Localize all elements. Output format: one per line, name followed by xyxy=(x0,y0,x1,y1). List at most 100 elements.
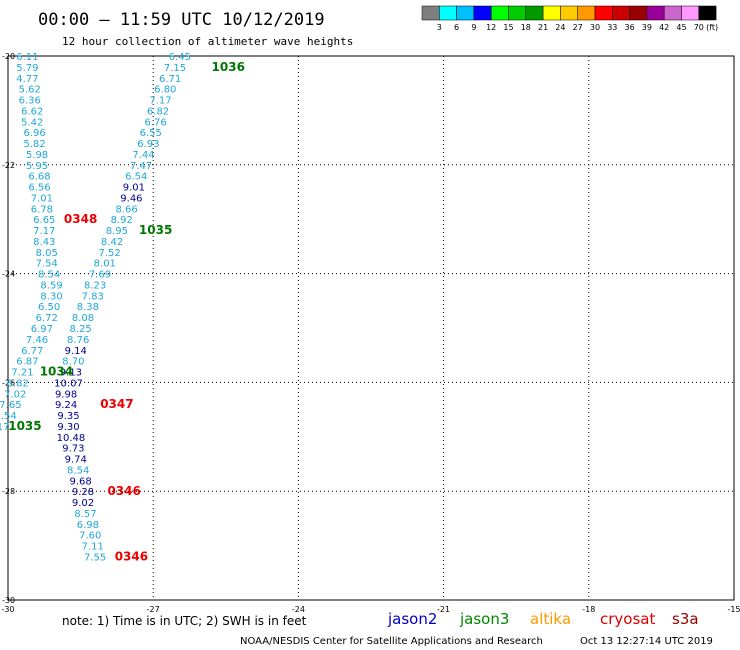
wave-height-value: 7.15 xyxy=(164,63,186,74)
wave-height-value: 6.56 xyxy=(28,183,50,194)
satellite-legend: jason2 jason3 altika cryosat s3a xyxy=(387,610,699,628)
pass-time-labels: 1036 0348 1035 1034 0347 1035 0346 0346 xyxy=(8,60,245,564)
colorbar-label: 24 xyxy=(555,23,565,32)
satellite-legend-item: altika xyxy=(530,610,571,628)
wave-height-value: 6.11 xyxy=(16,52,38,63)
colorbar-label: 21 xyxy=(538,23,548,32)
wave-height-value: 6.36 xyxy=(19,96,41,107)
wave-height-value: 8.01 xyxy=(94,259,116,270)
wave-height-value: 8.54 xyxy=(38,270,60,281)
wave-height-value: 9.74 xyxy=(65,455,87,466)
wave-height-value: 8.43 xyxy=(33,237,55,248)
colorbar-swatch xyxy=(525,5,544,21)
y-tick-label: -30 xyxy=(2,596,15,605)
wave-height-value: 7.52 xyxy=(99,248,121,259)
wave-height-value: 7.83 xyxy=(82,291,104,302)
colorbar-unit: (ft) xyxy=(706,23,718,32)
plot-area: -30 -27 -24 -21 -18 -15 -20 -22 -24 -26 -28 -30 6.… xyxy=(0,52,740,614)
wave-height-value: 6.65 xyxy=(33,215,55,226)
wave-height-value: 9.01 xyxy=(123,183,145,194)
pass-time-label: 1035 xyxy=(139,223,172,237)
colorbar-legend: 3 6 9 12 15 18 21 24 27 30 33 36 39 42 45 70 (ft) xyxy=(421,5,718,32)
wave-height-value: 6.68 xyxy=(28,172,50,183)
x-axis-ticks: -30 -27 -24 -21 -18 -15 xyxy=(1,605,740,614)
y-tick-label: -24 xyxy=(2,270,15,279)
wave-height-value: 5.62 xyxy=(19,85,41,96)
wave-height-value: 8.42 xyxy=(101,237,123,248)
colorbar-label: 36 xyxy=(625,23,635,32)
wave-height-value: 7.60 xyxy=(79,531,101,542)
wave-height-value: 9.02 xyxy=(72,498,94,509)
wave-height-value: 7.01 xyxy=(31,193,53,204)
y-tick-label: -20 xyxy=(2,52,15,61)
wave-height-value: 9.13 xyxy=(60,368,82,379)
colorbar-label: 27 xyxy=(573,23,583,32)
y-tick-label: -22 xyxy=(2,161,15,170)
colorbar-swatch xyxy=(508,5,527,21)
wave-height-value: 6.97 xyxy=(31,324,53,335)
colorbar-swatch xyxy=(421,5,440,21)
pass-time-label: 0347 xyxy=(100,397,133,411)
colorbar-swatch xyxy=(612,5,630,21)
wave-height-value: 7.17 xyxy=(33,226,55,237)
x-tick-label: -15 xyxy=(727,605,740,614)
colorbar-swatch xyxy=(577,5,596,21)
wave-height-value: 8.70 xyxy=(62,357,84,368)
page-subtitle: 12 hour collection of altimeter wave hei… xyxy=(62,35,353,48)
colorbar-swatch xyxy=(698,5,717,21)
colorbar-swatch xyxy=(439,5,457,21)
colorbar-label: 30 xyxy=(590,23,600,32)
colorbar-label: 42 xyxy=(659,23,669,32)
colorbar-swatch xyxy=(629,5,648,21)
wave-height-value: 7.65 xyxy=(0,400,22,411)
colorbar-swatch xyxy=(681,5,700,21)
wave-height-value: 6.45 xyxy=(169,52,191,63)
wave-height-value: 6.50 xyxy=(38,302,60,313)
plot-frame xyxy=(7,55,735,601)
pass-time-label: 1035 xyxy=(8,419,41,433)
y-axis-ticks: -20 -22 -24 -26 -28 -30 xyxy=(2,52,15,605)
wave-height-value: 10.07 xyxy=(54,378,83,389)
wave-height-value: 9.24 xyxy=(55,400,77,411)
wave-height-value: 7.44 xyxy=(132,150,154,161)
wave-height-value: 6.93 xyxy=(137,139,159,150)
wave-height-value: 7.11 xyxy=(82,542,104,553)
wave-height-value: 7.54 xyxy=(0,411,17,422)
wave-height-value: 6.96 xyxy=(23,128,45,139)
wave-height-value: 7.02 xyxy=(4,389,26,400)
colorbar-label: 12 xyxy=(486,23,496,32)
x-tick-label: -30 xyxy=(1,605,14,614)
pass-time-label: 0346 xyxy=(107,484,140,498)
wave-height-value: 7.46 xyxy=(26,335,48,346)
wave-height-value: 7.17 xyxy=(149,96,171,107)
wave-height-value: 8.59 xyxy=(40,280,62,291)
wave-height-value: 6.71 xyxy=(159,74,181,85)
x-tick-label: -24 xyxy=(292,605,305,614)
wave-height-value: 7.21 xyxy=(11,368,33,379)
wave-height-value: 5.82 xyxy=(23,139,45,150)
wave-height-value: 5.42 xyxy=(21,117,43,128)
satellite-legend-item: s3a xyxy=(672,610,699,628)
footer-credit: NOAA/NESDIS Center for Satellite Applica… xyxy=(240,636,543,647)
wave-height-value: 9.35 xyxy=(57,411,79,422)
colorbar-swatch xyxy=(646,5,665,21)
y-tick-label: -26 xyxy=(2,378,15,387)
wave-height-value: 9.14 xyxy=(65,346,87,357)
wave-height-value: 8.66 xyxy=(115,204,137,215)
wave-height-value: 5.95 xyxy=(26,161,48,172)
wave-height-value: 8.05 xyxy=(36,248,58,259)
colorbar-label: 70 xyxy=(694,23,704,32)
satellite-legend-item: jason3 xyxy=(459,610,509,628)
wave-height-value: 8.30 xyxy=(40,291,62,302)
colorbar-label: 15 xyxy=(503,23,513,32)
wave-height-value: 8.95 xyxy=(106,226,128,237)
colorbar-label: 3 xyxy=(437,23,442,32)
colorbar-swatch xyxy=(542,5,561,21)
satellite-legend-item: jason2 xyxy=(387,610,437,628)
wave-height-value: 7.54 xyxy=(36,259,58,270)
colorbar-label: 9 xyxy=(471,23,476,32)
x-tick-label: -27 xyxy=(147,605,160,614)
colorbar-swatch xyxy=(663,5,682,21)
wave-height-value: 4.77 xyxy=(16,74,38,85)
